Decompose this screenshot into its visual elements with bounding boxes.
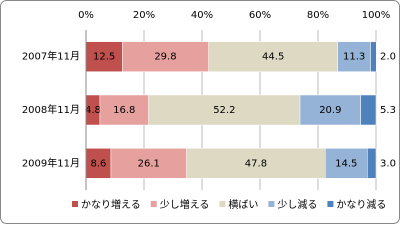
x-tick-label: 20%	[133, 10, 155, 21]
legend-marker	[150, 201, 157, 207]
legend-marker	[327, 201, 334, 207]
x-tick-label: 40%	[191, 10, 213, 21]
data-label: 11.3	[343, 52, 365, 63]
bar-segment	[325, 148, 368, 179]
data-label: 52.2	[213, 105, 235, 116]
x-tick-label: 0%	[78, 10, 94, 21]
data-label: 20.9	[319, 105, 341, 116]
legend-marker	[268, 201, 275, 207]
bar-segment	[122, 41, 209, 72]
data-label: 5.3	[380, 105, 396, 116]
data-label: 26.1	[138, 158, 160, 169]
data-label: 14.5	[335, 158, 357, 169]
bar-segment	[370, 41, 377, 72]
data-label: 16.8	[113, 105, 135, 116]
y-tick-label: 2007年11月	[22, 50, 80, 63]
data-label: 47.8	[245, 158, 267, 169]
x-tick-label: 100%	[362, 10, 391, 21]
legend-marker	[219, 201, 226, 207]
bar-segment	[208, 41, 338, 72]
chart: 0% 20% 40% 60% 80% 100% 2007年11月 12.5 29.8 44.5 11…	[0, 0, 400, 224]
x-tick-label: 60%	[249, 10, 271, 21]
legend-label: 少し増える	[160, 198, 210, 211]
bar-segment	[337, 41, 371, 72]
data-label: 3.0	[380, 158, 396, 169]
bar-segment	[360, 94, 377, 126]
bar-segment	[186, 148, 326, 179]
bar-segment	[99, 94, 149, 126]
data-label: 4.8	[85, 105, 101, 116]
y-tick-label: 2008年11月	[22, 103, 80, 116]
data-label: 12.5	[93, 52, 115, 63]
data-label: 29.8	[154, 52, 176, 63]
legend-label: かなり増える	[81, 198, 141, 211]
legend-label: かなり減る	[336, 198, 386, 211]
bar-segment	[299, 94, 361, 126]
bar-segment	[110, 148, 187, 179]
x-tick-label: 80%	[307, 10, 329, 21]
data-label: 2.0	[380, 52, 396, 63]
legend-label: 少し減る	[277, 198, 317, 211]
data-label: 8.6	[91, 158, 107, 169]
bar-segment	[148, 94, 301, 126]
y-tick-label: 2009年11月	[22, 156, 80, 169]
legend-label: 横ばい	[228, 198, 258, 211]
legend-marker	[72, 201, 78, 207]
data-label: 44.5	[262, 52, 284, 63]
bar-segment	[367, 148, 377, 179]
